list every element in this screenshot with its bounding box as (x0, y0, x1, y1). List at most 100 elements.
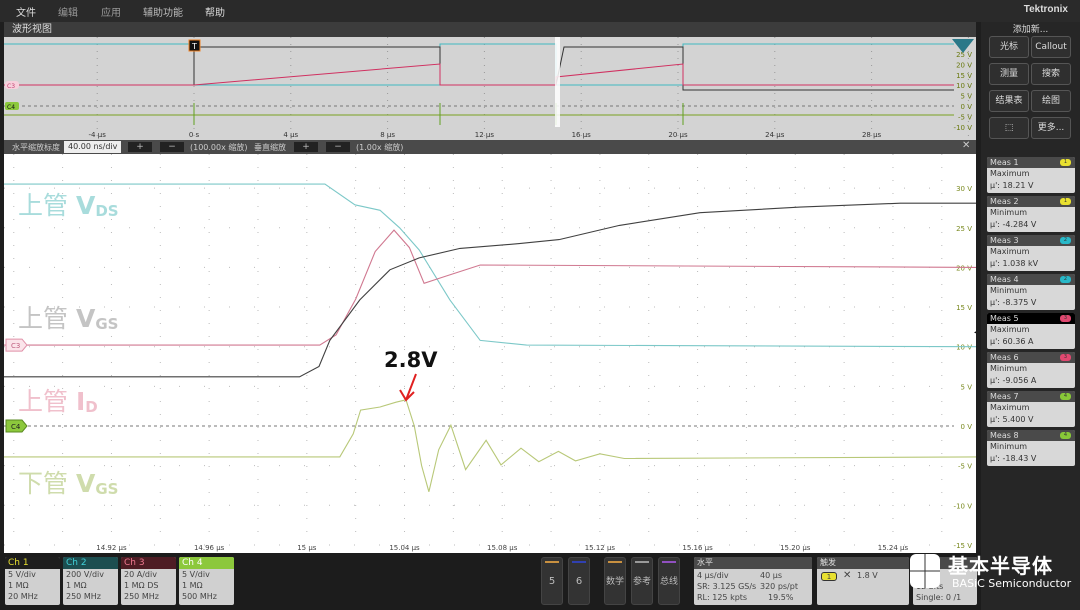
meas-value: µ': 60.36 A (990, 337, 1034, 346)
measurement-8[interactable]: Meas 8 4 Minimum µ': -18.43 V (987, 430, 1075, 466)
h-zoom-minus-button[interactable]: − (160, 142, 184, 152)
overview-time-label: 8 µs (380, 131, 395, 139)
channel-scale: 20 A/div (124, 570, 157, 579)
overview-time-label: 16 µs (572, 131, 592, 139)
zoom-bar: 水平缩放标度 40.00 ns/div + − (100.00x 缩放) 垂直缩… (4, 140, 976, 154)
panel-button[interactable]: 搜索 (1031, 63, 1071, 85)
meas-value: µ': -8.375 V (990, 298, 1037, 307)
channel-scale: 5 V/div (182, 570, 210, 579)
annotation-peak: 2.8V (384, 348, 438, 372)
channel-6-button[interactable]: 6 (568, 557, 590, 605)
overview-trace-ch3 (4, 63, 954, 86)
volt-tick-label: 20 V (956, 264, 972, 272)
trace-ch3 (4, 229, 976, 346)
time-tick-label: 14.92 µs (96, 544, 127, 552)
panel-button[interactable]: 光标 (989, 36, 1029, 58)
ch2-offset-marker (952, 39, 974, 53)
panel-button[interactable]: 结果表 (989, 90, 1029, 112)
v-zoom-plus-button[interactable]: + (294, 142, 318, 152)
channel-2-badge[interactable]: Ch 2 200 V/div 1 MΩ 250 MHz (63, 557, 118, 605)
meas-channel-badge: 2 (1060, 276, 1071, 283)
add-new-label: 添加新... (1012, 25, 1049, 35)
record-percent: 19.5% (768, 593, 794, 602)
panel-button[interactable]: Callout (1031, 36, 1071, 58)
bus-button[interactable]: 总线 (658, 557, 680, 605)
volt-tick-label: -5 V (958, 463, 972, 471)
meas-channel-badge: 4 (1060, 393, 1071, 400)
time-tick-label: 15.12 µs (585, 544, 616, 552)
c4-marker (5, 419, 28, 433)
label-upper-id: 上管 ID (18, 387, 98, 416)
time-per-point: 320 ps/pt (760, 582, 798, 591)
panel-button[interactable]: 更多... (1031, 117, 1071, 139)
meas-name: Meas 3 (990, 236, 1019, 245)
measurement-6[interactable]: Meas 6 3 Minimum µ': -9.056 A (987, 352, 1075, 388)
trigger-level: 1.8 V (857, 571, 878, 580)
meas-value: µ': -18.43 V (990, 454, 1037, 463)
overview-time-label: 12 µs (475, 131, 495, 139)
logo-cn: 基本半导体 (948, 554, 1053, 578)
volt-tick-label: 5 V (961, 383, 973, 391)
waveform-view-title: 波形视图 (4, 22, 976, 37)
record-length: RL: 125 kpts (697, 593, 748, 602)
meas-channel-badge: 2 (1060, 237, 1071, 244)
meas-channel-badge: 3 (1060, 354, 1071, 361)
menu-help[interactable]: 帮助 (205, 8, 225, 19)
measurement-7[interactable]: Meas 7 4 Maximum µ': 5.400 V (987, 391, 1075, 427)
channel-3-badge[interactable]: Ch 3 20 A/div 1 MΩ DS 250 MHz (121, 557, 176, 605)
menu-bar: 文件 编辑 应用 辅助功能 帮助 Tektronix (0, 0, 1080, 22)
trigger-panel[interactable]: 触发 1 ✕ 1.8 V (817, 557, 909, 605)
meas-type: Minimum (990, 286, 1028, 295)
time-tick-label: 14.96 µs (194, 544, 225, 552)
close-zoom-icon[interactable]: ✕ (962, 140, 971, 151)
meas-value: µ': 5.400 V (990, 415, 1034, 424)
zoom-tool-button[interactable]: ⬚ (989, 117, 1029, 139)
volt-tick-label: 10 V (956, 344, 972, 352)
measurement-3[interactable]: Meas 3 2 Maximum µ': 1.038 kV (987, 235, 1075, 271)
trigger-source-badge: 1 (821, 572, 837, 581)
main-waveform-plot[interactable]: 30 V 25 V 20 V 15 V 10 V 5 V 0 V -5 V -10 V -15 V… (4, 154, 976, 553)
trigger-title: 触发 (817, 557, 909, 569)
measurement-2[interactable]: Meas 2 1 Minimum µ': -4.284 V (987, 196, 1075, 232)
measurement-4[interactable]: Meas 4 2 Minimum µ': -8.375 V (987, 274, 1075, 310)
channel-bandwidth: 20 MHz (8, 592, 38, 601)
trace-ch2 (4, 183, 976, 348)
channel-name: Ch 4 (179, 557, 234, 569)
channel-impedance: 1 MΩ (8, 581, 29, 590)
h-zoom-input[interactable]: 40.00 ns/div (64, 141, 122, 153)
overview-volt-label: 10 V (956, 82, 972, 90)
horizontal-panel[interactable]: 水平 4 µs/div 40 µs SR: 3.125 GS/s 320 ps/… (694, 557, 812, 605)
menu-file[interactable]: 文件 (16, 8, 36, 19)
menu-apply[interactable]: 应用 (101, 8, 121, 19)
measurement-5[interactable]: Meas 5 3 Maximum µ': 60.36 A (987, 313, 1075, 349)
meas-value: µ': 18.21 V (990, 181, 1034, 190)
overview-c3-marker (5, 81, 19, 89)
menu-edit[interactable]: 编辑 (58, 8, 78, 19)
math-button[interactable]: 数学 (604, 557, 626, 605)
h-zoom-plus-button[interactable]: + (128, 142, 152, 152)
channel-5-button[interactable]: 5 (541, 557, 563, 605)
label-lower-vgs: 下管 VGS (18, 469, 119, 498)
level-arrow-icon (974, 331, 976, 334)
panel-button[interactable]: 绘图 (1031, 90, 1071, 112)
meas-value: µ': -4.284 V (990, 220, 1037, 229)
overview-c4-marker (5, 102, 19, 110)
red-arrow-icon (399, 373, 417, 402)
acq-single: Single: 0 /1 (916, 593, 962, 602)
measurement-1[interactable]: Meas 1 1 Maximum µ': 18.21 V (987, 157, 1075, 193)
volt-tick-label: -15 V (954, 542, 973, 550)
menu-accessibility[interactable]: 辅助功能 (143, 8, 183, 19)
c3-marker-label: C3 (11, 342, 20, 350)
meas-type: Maximum (990, 247, 1030, 256)
overview-volt-label: -5 V (958, 113, 972, 121)
meas-name: Meas 4 (990, 275, 1019, 284)
reference-button[interactable]: 参考 (631, 557, 653, 605)
channel-bandwidth: 250 MHz (66, 592, 101, 601)
overview-plot[interactable]: -4 µs 0 s 4 µs 8 µs 12 µs 16 µs 20 µs 24 µs 28 µ… (4, 37, 976, 140)
meas-type: Maximum (990, 169, 1030, 178)
v-zoom-minus-button[interactable]: − (326, 142, 350, 152)
panel-button[interactable]: 测量 (989, 63, 1029, 85)
